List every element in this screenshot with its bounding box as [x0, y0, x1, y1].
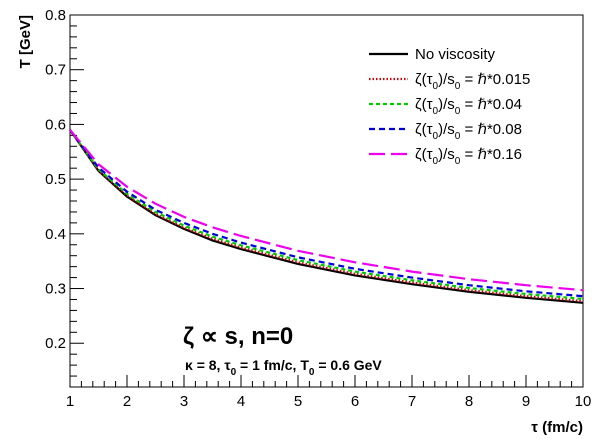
y-tick-label: 0.2	[45, 335, 66, 352]
x-tick-label: 2	[123, 393, 131, 410]
x-tick-label: 7	[408, 393, 416, 410]
y-tick-label: 0.4	[45, 226, 66, 243]
legend-label-4: ζ(τ0)/s0 = ℏ*0.16	[415, 146, 522, 167]
legend-label-2: ζ(τ0)/s0 = ℏ*0.04	[415, 96, 522, 117]
legend-label-0: No viscosity	[415, 46, 496, 63]
x-tick-label: 9	[522, 393, 530, 410]
y-tick-label: 0.7	[45, 62, 66, 79]
series-line-1	[69, 129, 584, 303]
y-axis-ticks	[70, 14, 84, 388]
legend-label-3: ζ(τ0)/s0 = ℏ*0.08	[415, 121, 522, 142]
x-tick-label: 8	[465, 393, 473, 410]
series-lines	[69, 129, 584, 304]
series-line-3	[69, 129, 584, 298]
series-line-4	[69, 129, 584, 292]
y-tick-label: 0.8	[45, 7, 66, 24]
series-line-2	[69, 129, 584, 300]
annotation-main: ζ ∝ s, n=0	[183, 323, 293, 350]
x-axis-ticks	[69, 375, 584, 387]
x-tick-label: 6	[351, 393, 359, 410]
y-axis-title: T [GeV]	[17, 15, 34, 68]
x-axis-title: τ (fm/c)	[531, 419, 583, 436]
y-tick-label: 0.6	[45, 116, 66, 133]
x-axis-tick-labels: 1 2 3 4 5 6 7 8 9 10	[66, 393, 592, 410]
y-axis-tick-labels: 0.2 0.3 0.4 0.5 0.6 0.7 0.8	[45, 7, 66, 352]
x-tick-label: 5	[294, 393, 302, 410]
annotation-sub: κ = 8, τ0 = 1 fm/c, T0 = 0.6 GeV	[185, 357, 382, 378]
x-tick-label: 3	[180, 393, 188, 410]
legend: No viscosity ζ(τ0)/s0 = ℏ*0.015 ζ(τ0)/s0 =…	[369, 46, 530, 167]
x-tick-label: 4	[237, 393, 245, 410]
y-tick-label: 0.5	[45, 171, 66, 188]
y-tick-label: 0.3	[45, 281, 66, 298]
x-tick-label: 10	[575, 393, 592, 410]
x-tick-label: 1	[66, 393, 74, 410]
legend-label-1: ζ(τ0)/s0 = ℏ*0.015	[415, 71, 530, 92]
